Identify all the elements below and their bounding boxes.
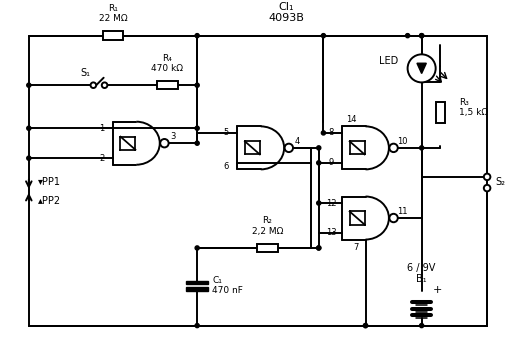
Text: +: + xyxy=(433,285,442,295)
Circle shape xyxy=(160,139,168,147)
Polygon shape xyxy=(417,63,426,74)
Text: S₂: S₂ xyxy=(496,177,505,188)
Text: ▾PP1: ▾PP1 xyxy=(38,177,61,188)
Text: 7: 7 xyxy=(354,243,359,252)
Text: 6: 6 xyxy=(224,162,229,171)
Text: 4: 4 xyxy=(295,137,300,146)
Text: 8: 8 xyxy=(328,129,334,137)
Circle shape xyxy=(389,144,398,152)
Circle shape xyxy=(317,201,321,205)
Text: R₂
2,2 MΩ: R₂ 2,2 MΩ xyxy=(252,217,283,236)
Circle shape xyxy=(195,33,199,38)
Circle shape xyxy=(27,83,31,87)
Text: 9: 9 xyxy=(328,158,333,167)
Circle shape xyxy=(90,83,96,88)
Bar xyxy=(436,102,445,123)
Text: 1: 1 xyxy=(99,124,105,133)
Text: 14: 14 xyxy=(346,115,357,124)
Circle shape xyxy=(102,83,107,88)
Text: C₁
470 nF: C₁ 470 nF xyxy=(212,276,243,295)
Circle shape xyxy=(389,214,398,222)
Text: S₁: S₁ xyxy=(81,68,91,78)
Circle shape xyxy=(420,33,424,38)
Bar xyxy=(257,244,278,252)
Text: ▴PP2: ▴PP2 xyxy=(38,196,61,206)
Circle shape xyxy=(317,146,321,150)
Circle shape xyxy=(27,126,31,130)
Circle shape xyxy=(420,33,424,38)
Bar xyxy=(157,81,177,89)
Circle shape xyxy=(406,33,410,38)
Circle shape xyxy=(317,246,321,250)
Text: 13: 13 xyxy=(326,228,336,237)
Circle shape xyxy=(484,174,490,180)
Text: 10: 10 xyxy=(397,137,407,146)
Circle shape xyxy=(195,83,199,87)
Circle shape xyxy=(420,324,424,328)
Bar xyxy=(103,31,123,40)
Circle shape xyxy=(284,144,293,152)
Polygon shape xyxy=(186,287,209,291)
Circle shape xyxy=(317,161,321,165)
Text: 3: 3 xyxy=(170,132,176,141)
Text: LED: LED xyxy=(379,56,398,66)
Text: R₁
22 MΩ: R₁ 22 MΩ xyxy=(99,4,127,24)
Circle shape xyxy=(195,324,199,328)
Text: 2: 2 xyxy=(99,154,105,163)
Circle shape xyxy=(27,156,31,160)
Text: R₃
1,5 kΩ: R₃ 1,5 kΩ xyxy=(459,98,488,117)
Circle shape xyxy=(363,324,368,328)
Text: 11: 11 xyxy=(397,207,407,216)
Text: R₄
470 kΩ: R₄ 470 kΩ xyxy=(151,54,183,73)
Circle shape xyxy=(484,185,490,191)
Circle shape xyxy=(195,126,199,130)
Text: CI₁
4093B: CI₁ 4093B xyxy=(268,2,304,24)
Circle shape xyxy=(408,54,436,83)
Circle shape xyxy=(317,246,321,250)
Circle shape xyxy=(321,131,326,135)
Circle shape xyxy=(420,146,424,150)
Text: 5: 5 xyxy=(224,129,229,137)
Circle shape xyxy=(363,324,368,328)
Circle shape xyxy=(321,33,326,38)
Polygon shape xyxy=(186,281,209,284)
Circle shape xyxy=(195,141,199,145)
Circle shape xyxy=(195,246,199,250)
Text: 12: 12 xyxy=(326,198,336,208)
Text: 6 / 9V
B₁: 6 / 9V B₁ xyxy=(408,263,436,284)
